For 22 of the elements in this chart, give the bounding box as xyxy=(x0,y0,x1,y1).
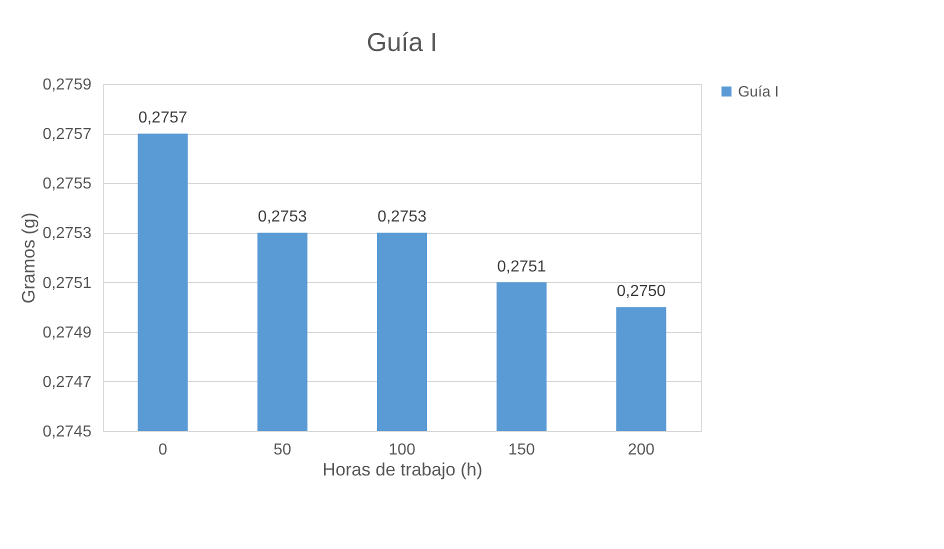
data-label: 0,2750 xyxy=(616,283,666,300)
x-tick-label: 0 xyxy=(158,442,168,458)
y-tick-label: 0,2759 xyxy=(42,76,92,94)
legend-label: Guía I xyxy=(738,84,779,100)
y-tick-label: 0,2751 xyxy=(42,274,92,292)
data-label: 0,2757 xyxy=(138,110,188,127)
x-tick-label: 200 xyxy=(628,442,655,458)
x-tick-label: 150 xyxy=(508,442,536,458)
data-label: 0,2753 xyxy=(378,208,427,226)
data-label: 0,2751 xyxy=(497,258,546,276)
chart-title: Guía I xyxy=(366,27,438,57)
data-label: 0,2753 xyxy=(258,208,307,226)
y-axis-title: Gramos (g) xyxy=(18,212,39,304)
y-tick-label: 0,2747 xyxy=(42,374,92,391)
y-tick-label: 0,2755 xyxy=(42,176,92,193)
x-axis-title: Horas de trabajo (h) xyxy=(322,460,483,480)
y-tick-label: 0,2749 xyxy=(42,324,92,342)
y-tick-label: 0,2757 xyxy=(42,126,92,144)
x-tick-label: 50 xyxy=(274,442,292,458)
y-tick-label: 0,2753 xyxy=(42,225,92,242)
x-tick-label: 100 xyxy=(388,442,416,458)
y-tick-label: 0,2745 xyxy=(42,424,92,440)
